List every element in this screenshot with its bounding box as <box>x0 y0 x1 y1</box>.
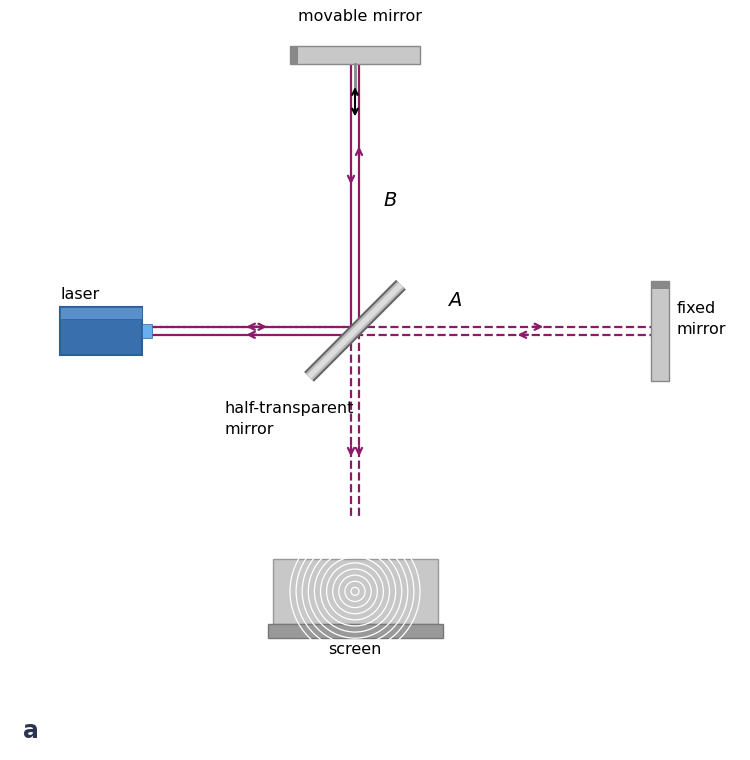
Text: a: a <box>23 719 39 743</box>
Bar <box>142 324 152 337</box>
Text: movable mirror: movable mirror <box>298 9 422 24</box>
Bar <box>10 710 52 752</box>
Bar <box>651 280 669 289</box>
Bar <box>272 559 437 624</box>
Bar <box>290 46 420 64</box>
Text: A: A <box>448 291 462 310</box>
Text: www.alamy.com: www.alamy.com <box>648 737 738 747</box>
Text: screen: screen <box>328 642 382 657</box>
Bar <box>290 46 298 64</box>
Text: laser: laser <box>60 287 99 302</box>
Bar <box>651 280 669 381</box>
Text: alamy stock photo: alamy stock photo <box>65 721 238 740</box>
Bar <box>60 307 142 355</box>
Text: HRKT5T: HRKT5T <box>695 711 738 720</box>
Text: fixed
mirror: fixed mirror <box>677 301 727 337</box>
Text: B: B <box>383 191 397 210</box>
Text: half-transparent
mirror: half-transparent mirror <box>225 401 354 437</box>
Bar <box>60 307 142 318</box>
Bar <box>268 624 442 638</box>
